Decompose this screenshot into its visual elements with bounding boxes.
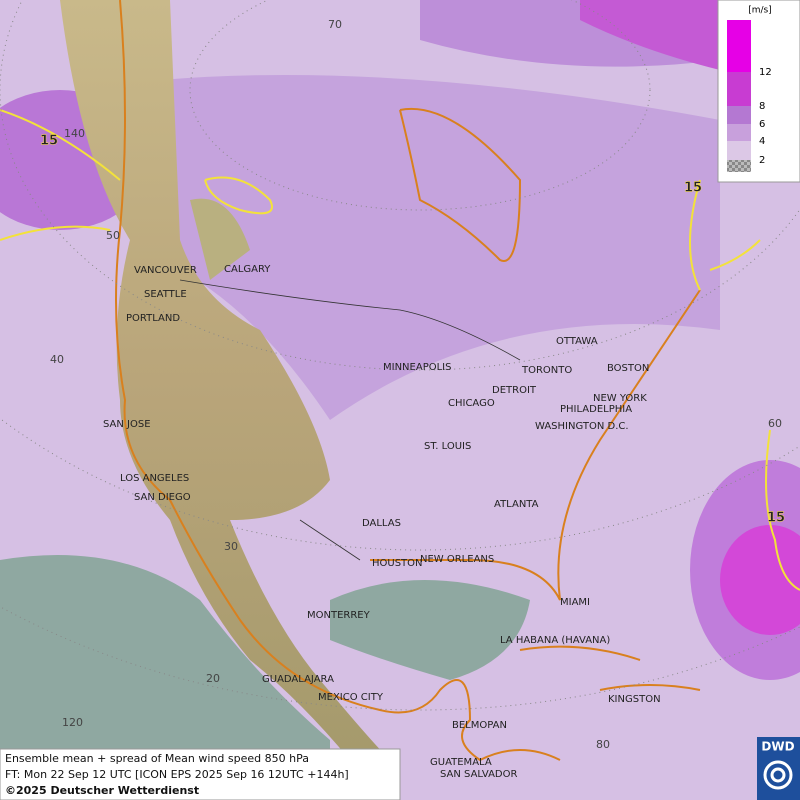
city-label: SAN DIEGO xyxy=(134,492,191,503)
city-label: DETROIT xyxy=(492,385,537,396)
wind-band xyxy=(580,0,720,70)
city-label: VANCOUVER xyxy=(134,265,197,276)
terrain xyxy=(190,198,250,280)
city-label: TORONTO xyxy=(521,365,572,376)
legend-swatch xyxy=(727,160,751,172)
city-label: ST. LOUIS xyxy=(424,441,471,452)
contour-label: 15 xyxy=(767,511,785,526)
legend-swatch xyxy=(727,106,751,124)
caption: Ensemble mean + spread of Mean wind spee… xyxy=(0,748,401,800)
logo-icon xyxy=(763,760,793,790)
city-label: MINNEAPOLIS xyxy=(383,362,451,373)
caption-box xyxy=(0,748,401,800)
graticule-label: 20 xyxy=(206,672,220,685)
legend-tick-label: 4 xyxy=(759,136,765,147)
graticule-label: 40 xyxy=(50,353,64,366)
legend: [m/s] 2 4 6 8 12 xyxy=(717,0,800,183)
graticule-label: 70 xyxy=(328,18,342,31)
city-label: OTTAWA xyxy=(556,336,598,347)
city-label: DALLAS xyxy=(362,518,401,529)
legend-ticks: 2 4 6 8 12 xyxy=(759,67,772,166)
city-label: GUADALAJARA xyxy=(262,674,334,685)
city-label: BOSTON xyxy=(607,363,649,374)
legend-unit: [m/s] xyxy=(748,6,772,16)
city-label: NEW ORLEANS xyxy=(420,554,494,565)
graticule-label: 30 xyxy=(224,540,238,553)
contour-label: 15 xyxy=(40,134,58,149)
city-label: MIAMI xyxy=(560,597,590,608)
city-label: LOS ANGELES xyxy=(120,473,189,484)
coastline xyxy=(115,0,701,762)
caption-line: ©2025 Deutscher Wetterdienst xyxy=(5,784,199,797)
legend-tick-label: 2 xyxy=(759,155,765,166)
legend-swatch xyxy=(727,72,751,106)
wind-band xyxy=(160,75,720,420)
city-label: SAN JOSE xyxy=(103,419,151,430)
graticule-label: 80 xyxy=(596,738,610,751)
ocean-patch xyxy=(330,580,530,680)
city-label: ATLANTA xyxy=(494,499,539,510)
ocean-patch xyxy=(0,555,330,800)
logo: DWD xyxy=(757,737,800,800)
caption-line: FT: Mon 22 Sep 12 UTC [ICON EPS 2025 Sep… xyxy=(5,768,349,781)
wind-band xyxy=(720,525,800,635)
city-label: GUATEMALA xyxy=(430,757,492,768)
legend-swatch xyxy=(727,124,751,141)
city-label: LA HABANA (HAVANA) xyxy=(500,635,610,646)
graticule-label: 50 xyxy=(106,229,120,242)
city-label: PORTLAND xyxy=(126,313,180,324)
terrain xyxy=(60,0,390,760)
city-label: MEXICO CITY xyxy=(318,692,384,703)
labels: VANCOUVER CALGARY SEATTLE PORTLAND MINNEAPOL… xyxy=(40,18,785,780)
city-label: BELMOPAN xyxy=(452,720,507,731)
city-label: KINGSTON xyxy=(608,694,661,705)
city-label: CHICAGO xyxy=(448,398,495,409)
city-label: SAN SALVADOR xyxy=(440,769,517,780)
logo-icon xyxy=(770,767,786,783)
logo-text: DWD xyxy=(761,740,794,754)
graticule-label: 140 xyxy=(64,127,85,140)
contour-label: 15 xyxy=(684,181,702,196)
city-label: CALGARY xyxy=(224,264,271,275)
legend-swatch xyxy=(727,20,751,72)
city-label: WASHINGTON D.C. xyxy=(535,421,629,432)
graticule xyxy=(0,0,800,711)
city-label: HOUSTON xyxy=(372,558,423,569)
city-label: MONTERREY xyxy=(307,610,371,621)
city-label: SEATTLE xyxy=(144,289,187,300)
graticule-label: 120 xyxy=(62,716,83,729)
legend-swatch xyxy=(727,141,751,160)
legend-tick-label: 6 xyxy=(759,119,765,130)
contour-line xyxy=(0,109,800,591)
legend-tick-label: 12 xyxy=(759,67,772,78)
legend-tick-label: 8 xyxy=(759,101,765,112)
city-label: NEW YORK xyxy=(593,393,647,404)
city-label: PHILADELPHIA xyxy=(560,404,632,415)
graticule-label: 60 xyxy=(768,417,782,430)
caption-line: Ensemble mean + spread of Mean wind spee… xyxy=(5,752,309,765)
border xyxy=(179,279,521,561)
